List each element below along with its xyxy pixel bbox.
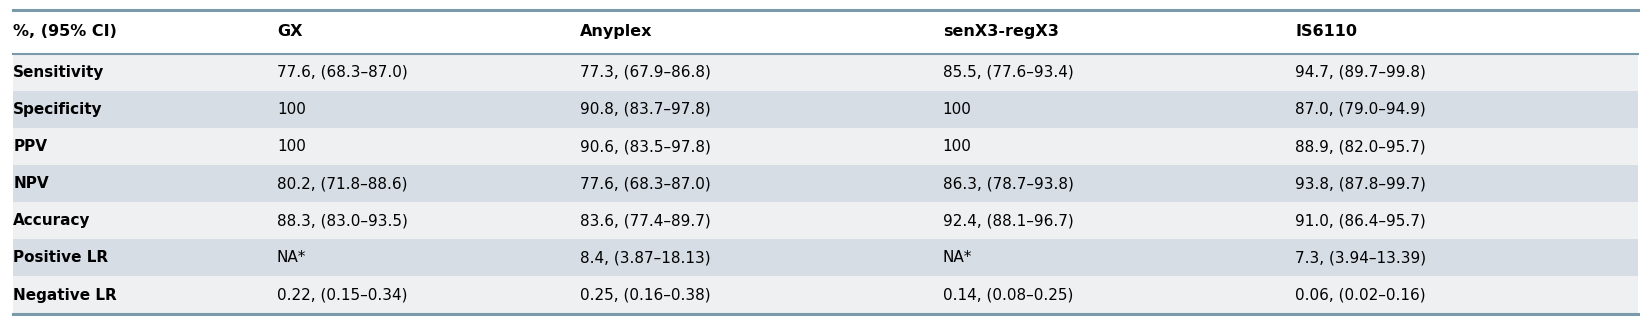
Text: 7.3, (3.94–13.39): 7.3, (3.94–13.39) xyxy=(1295,251,1427,265)
Text: 90.8, (83.7–97.8): 90.8, (83.7–97.8) xyxy=(580,102,710,117)
Text: 100: 100 xyxy=(277,139,307,154)
Text: 94.7, (89.7–99.8): 94.7, (89.7–99.8) xyxy=(1295,65,1426,80)
Text: PPV: PPV xyxy=(13,139,48,154)
Text: 90.6, (83.5–97.8): 90.6, (83.5–97.8) xyxy=(580,139,710,154)
Text: Anyplex: Anyplex xyxy=(580,24,653,39)
Text: Negative LR: Negative LR xyxy=(13,288,117,302)
Text: 100: 100 xyxy=(943,102,972,117)
Text: 91.0, (86.4–95.7): 91.0, (86.4–95.7) xyxy=(1295,213,1426,228)
Text: Accuracy: Accuracy xyxy=(13,213,91,228)
Bar xyxy=(13,54,1638,91)
Text: 100: 100 xyxy=(277,102,307,117)
Text: senX3-regX3: senX3-regX3 xyxy=(943,24,1058,39)
Text: 86.3, (78.7–93.8): 86.3, (78.7–93.8) xyxy=(943,176,1073,191)
Text: 93.8, (87.8–99.7): 93.8, (87.8–99.7) xyxy=(1295,176,1426,191)
Text: IS6110: IS6110 xyxy=(1295,24,1358,39)
Text: 0.25, (0.16–0.38): 0.25, (0.16–0.38) xyxy=(580,288,710,302)
Text: Positive LR: Positive LR xyxy=(13,251,109,265)
Text: 92.4, (88.1–96.7): 92.4, (88.1–96.7) xyxy=(943,213,1073,228)
Bar xyxy=(13,128,1638,165)
Bar xyxy=(13,202,1638,239)
Text: Sensitivity: Sensitivity xyxy=(13,65,104,80)
Bar xyxy=(13,165,1638,202)
Text: 77.6, (68.3–87.0): 77.6, (68.3–87.0) xyxy=(580,176,710,191)
Text: 88.3, (83.0–93.5): 88.3, (83.0–93.5) xyxy=(277,213,407,228)
Text: %, (95% CI): %, (95% CI) xyxy=(13,24,117,39)
Text: 100: 100 xyxy=(943,139,972,154)
Text: 88.9, (82.0–95.7): 88.9, (82.0–95.7) xyxy=(1295,139,1426,154)
Text: 0.06, (0.02–0.16): 0.06, (0.02–0.16) xyxy=(1295,288,1426,302)
Text: 83.6, (77.4–89.7): 83.6, (77.4–89.7) xyxy=(580,213,710,228)
Text: 0.14, (0.08–0.25): 0.14, (0.08–0.25) xyxy=(943,288,1073,302)
Bar xyxy=(13,91,1638,128)
Text: 0.22, (0.15–0.34): 0.22, (0.15–0.34) xyxy=(277,288,407,302)
Text: 80.2, (71.8–88.6): 80.2, (71.8–88.6) xyxy=(277,176,407,191)
Bar xyxy=(13,239,1638,276)
Text: 77.6, (68.3–87.0): 77.6, (68.3–87.0) xyxy=(277,65,407,80)
Text: GX: GX xyxy=(277,24,302,39)
Bar xyxy=(13,276,1638,314)
Text: NA*: NA* xyxy=(277,251,307,265)
Text: 87.0, (79.0–94.9): 87.0, (79.0–94.9) xyxy=(1295,102,1426,117)
Text: 85.5, (77.6–93.4): 85.5, (77.6–93.4) xyxy=(943,65,1073,80)
Text: 77.3, (67.9–86.8): 77.3, (67.9–86.8) xyxy=(580,65,710,80)
Text: 8.4, (3.87–18.13): 8.4, (3.87–18.13) xyxy=(580,251,710,265)
Text: Specificity: Specificity xyxy=(13,102,102,117)
Text: NPV: NPV xyxy=(13,176,49,191)
Text: NA*: NA* xyxy=(943,251,972,265)
